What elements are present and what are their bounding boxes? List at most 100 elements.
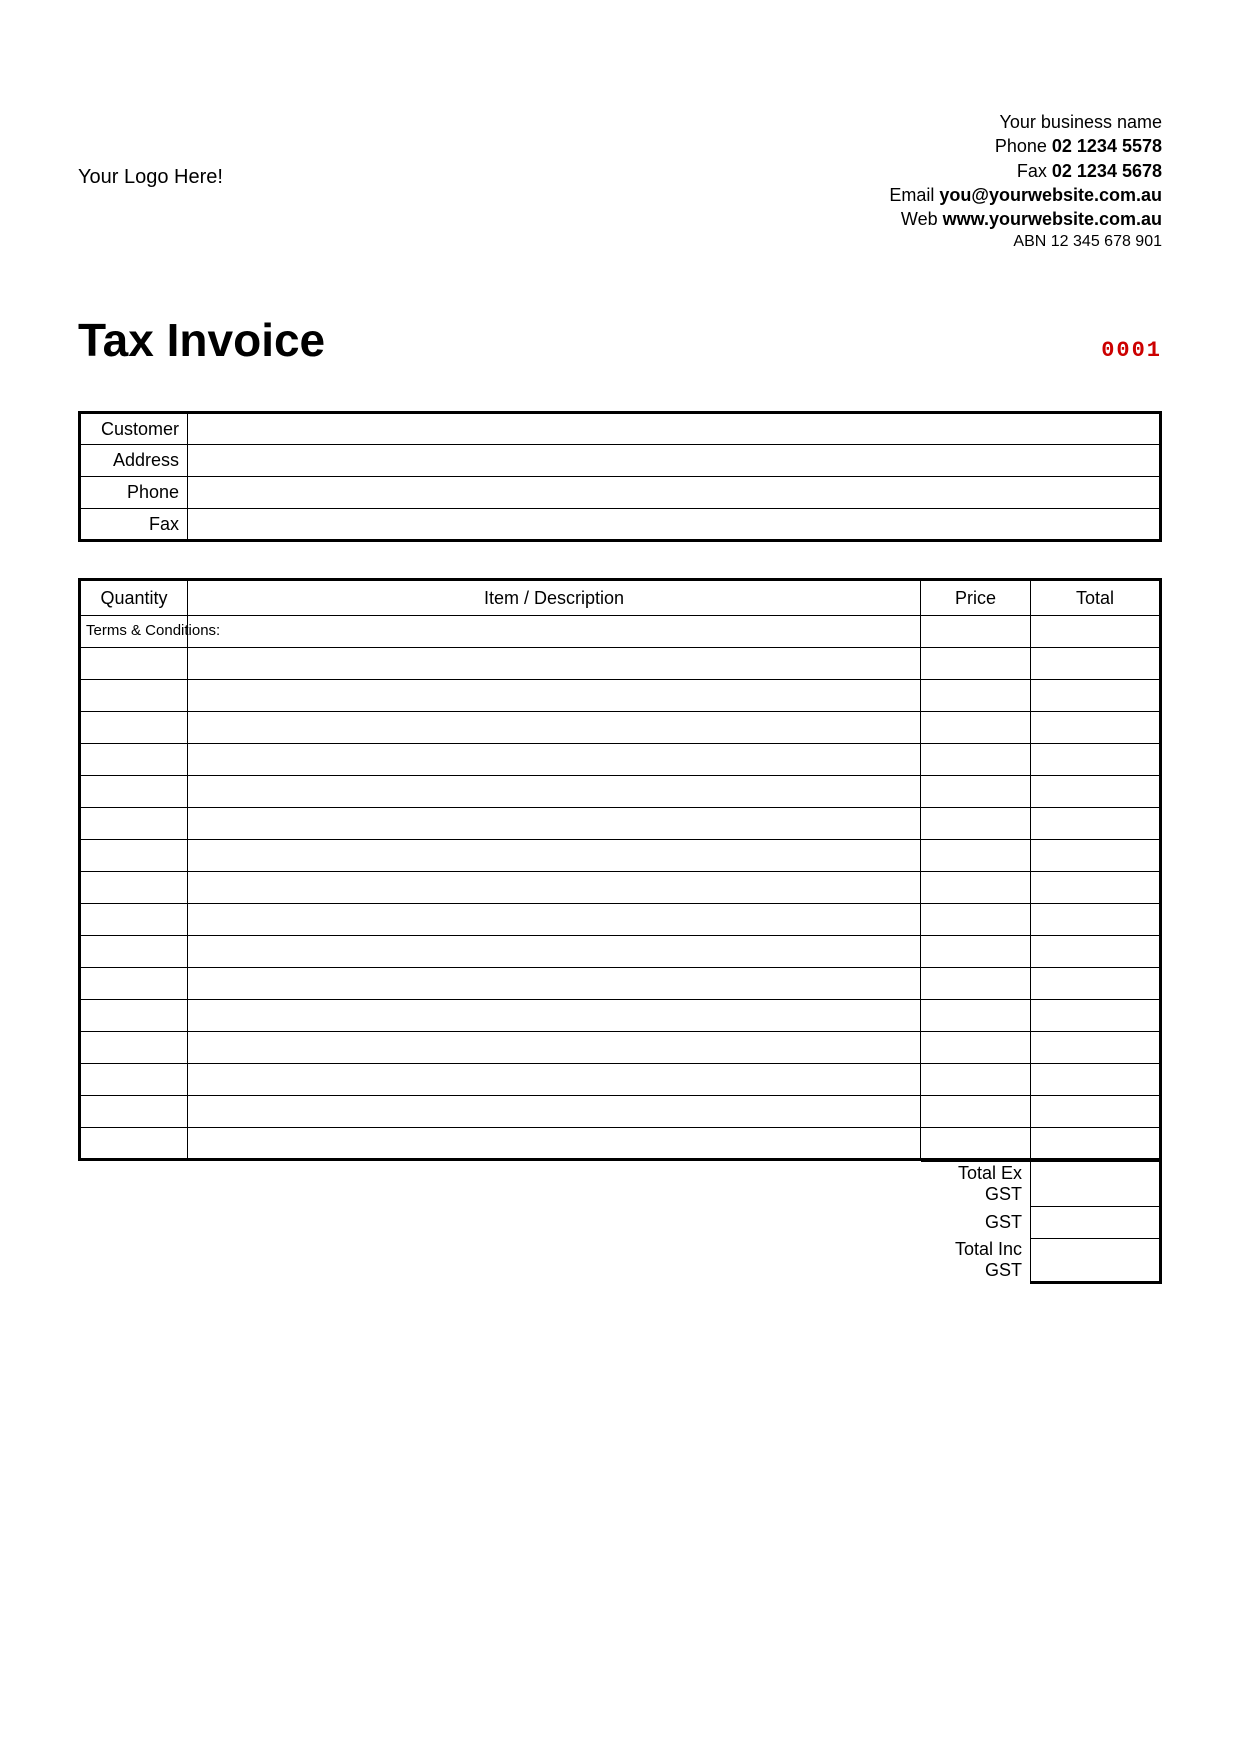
cell[interactable] xyxy=(80,776,188,808)
table-row xyxy=(80,1096,1161,1128)
cell[interactable] xyxy=(921,904,1031,936)
cell[interactable] xyxy=(921,968,1031,1000)
header-price: Price xyxy=(921,580,1031,616)
cell[interactable] xyxy=(1031,1096,1161,1128)
cell[interactable] xyxy=(188,616,921,648)
cell[interactable] xyxy=(188,712,921,744)
table-row xyxy=(80,1128,1161,1160)
customer-label: Customer xyxy=(80,413,188,445)
cell[interactable] xyxy=(921,648,1031,680)
cell[interactable] xyxy=(1031,968,1161,1000)
invoice-number: 0001 xyxy=(1101,338,1162,363)
cell[interactable] xyxy=(80,904,188,936)
cell[interactable] xyxy=(188,680,921,712)
cell[interactable] xyxy=(921,1032,1031,1064)
cell[interactable] xyxy=(1031,904,1161,936)
cell[interactable] xyxy=(1031,1000,1161,1032)
cell[interactable] xyxy=(1031,936,1161,968)
header-total: Total xyxy=(1031,580,1161,616)
gst-value[interactable] xyxy=(1031,1206,1161,1238)
cell[interactable] xyxy=(188,744,921,776)
total-inc-gst-value[interactable] xyxy=(1031,1238,1161,1282)
table-row xyxy=(80,936,1161,968)
customer-value[interactable] xyxy=(188,413,1161,445)
cell[interactable] xyxy=(1031,1128,1161,1160)
table-row xyxy=(80,968,1161,1000)
cell[interactable] xyxy=(188,1064,921,1096)
cell[interactable] xyxy=(921,872,1031,904)
customer-phone-value[interactable] xyxy=(188,477,1161,509)
cell[interactable] xyxy=(921,1064,1031,1096)
customer-fax-value[interactable] xyxy=(188,509,1161,541)
cell[interactable] xyxy=(1031,744,1161,776)
cell[interactable] xyxy=(80,808,188,840)
cell[interactable] xyxy=(921,680,1031,712)
cell[interactable] xyxy=(1031,712,1161,744)
cell[interactable] xyxy=(188,1000,921,1032)
business-fax: 02 1234 5678 xyxy=(1052,161,1162,181)
cell[interactable] xyxy=(80,1032,188,1064)
cell[interactable] xyxy=(921,1096,1031,1128)
cell[interactable] xyxy=(188,904,921,936)
cell[interactable] xyxy=(80,936,188,968)
address-value[interactable] xyxy=(188,445,1161,477)
table-row xyxy=(80,680,1161,712)
cell[interactable] xyxy=(1031,872,1161,904)
cell[interactable] xyxy=(188,872,921,904)
cell[interactable] xyxy=(188,840,921,872)
cell[interactable] xyxy=(80,968,188,1000)
cell[interactable] xyxy=(188,776,921,808)
total-ex-gst-value[interactable] xyxy=(1031,1162,1161,1207)
cell[interactable] xyxy=(921,840,1031,872)
cell[interactable] xyxy=(921,1000,1031,1032)
table-row xyxy=(80,840,1161,872)
header-description: Item / Description xyxy=(188,580,921,616)
cell[interactable] xyxy=(1031,648,1161,680)
cell[interactable] xyxy=(188,1128,921,1160)
table-row xyxy=(80,904,1161,936)
cell[interactable] xyxy=(1031,1032,1161,1064)
cell[interactable] xyxy=(80,744,188,776)
cell[interactable] xyxy=(188,1096,921,1128)
table-row xyxy=(80,616,1161,648)
address-label: Address xyxy=(80,445,188,477)
total-inc-gst-label: Total Inc GST xyxy=(921,1238,1031,1282)
cell[interactable] xyxy=(921,1128,1031,1160)
cell[interactable] xyxy=(1031,680,1161,712)
business-email: you@yourwebsite.com.au xyxy=(939,185,1162,205)
cell[interactable] xyxy=(188,648,921,680)
cell[interactable] xyxy=(921,936,1031,968)
header-quantity: Quantity xyxy=(80,580,188,616)
cell[interactable] xyxy=(80,1128,188,1160)
cell[interactable] xyxy=(188,936,921,968)
table-row xyxy=(80,808,1161,840)
cell[interactable] xyxy=(921,808,1031,840)
cell[interactable] xyxy=(80,872,188,904)
table-row xyxy=(80,1000,1161,1032)
cell[interactable] xyxy=(1031,616,1161,648)
cell[interactable] xyxy=(1031,808,1161,840)
cell[interactable] xyxy=(1031,840,1161,872)
cell[interactable] xyxy=(80,1096,188,1128)
fax-label: Fax xyxy=(1017,161,1047,181)
cell[interactable] xyxy=(80,648,188,680)
table-row xyxy=(80,712,1161,744)
cell[interactable] xyxy=(1031,776,1161,808)
cell[interactable] xyxy=(188,808,921,840)
cell[interactable] xyxy=(80,1064,188,1096)
table-row xyxy=(80,776,1161,808)
cell[interactable] xyxy=(921,712,1031,744)
cell[interactable] xyxy=(921,776,1031,808)
cell[interactable] xyxy=(921,616,1031,648)
gst-label: GST xyxy=(921,1206,1031,1238)
cell[interactable] xyxy=(188,1032,921,1064)
cell[interactable] xyxy=(80,1000,188,1032)
cell[interactable] xyxy=(80,712,188,744)
cell[interactable] xyxy=(1031,1064,1161,1096)
customer-table: Customer Address Phone Fax xyxy=(78,411,1162,542)
cell[interactable] xyxy=(80,680,188,712)
items-table: Quantity Item / Description Price Total xyxy=(78,578,1162,1161)
cell[interactable] xyxy=(80,840,188,872)
cell[interactable] xyxy=(921,744,1031,776)
cell[interactable] xyxy=(188,968,921,1000)
